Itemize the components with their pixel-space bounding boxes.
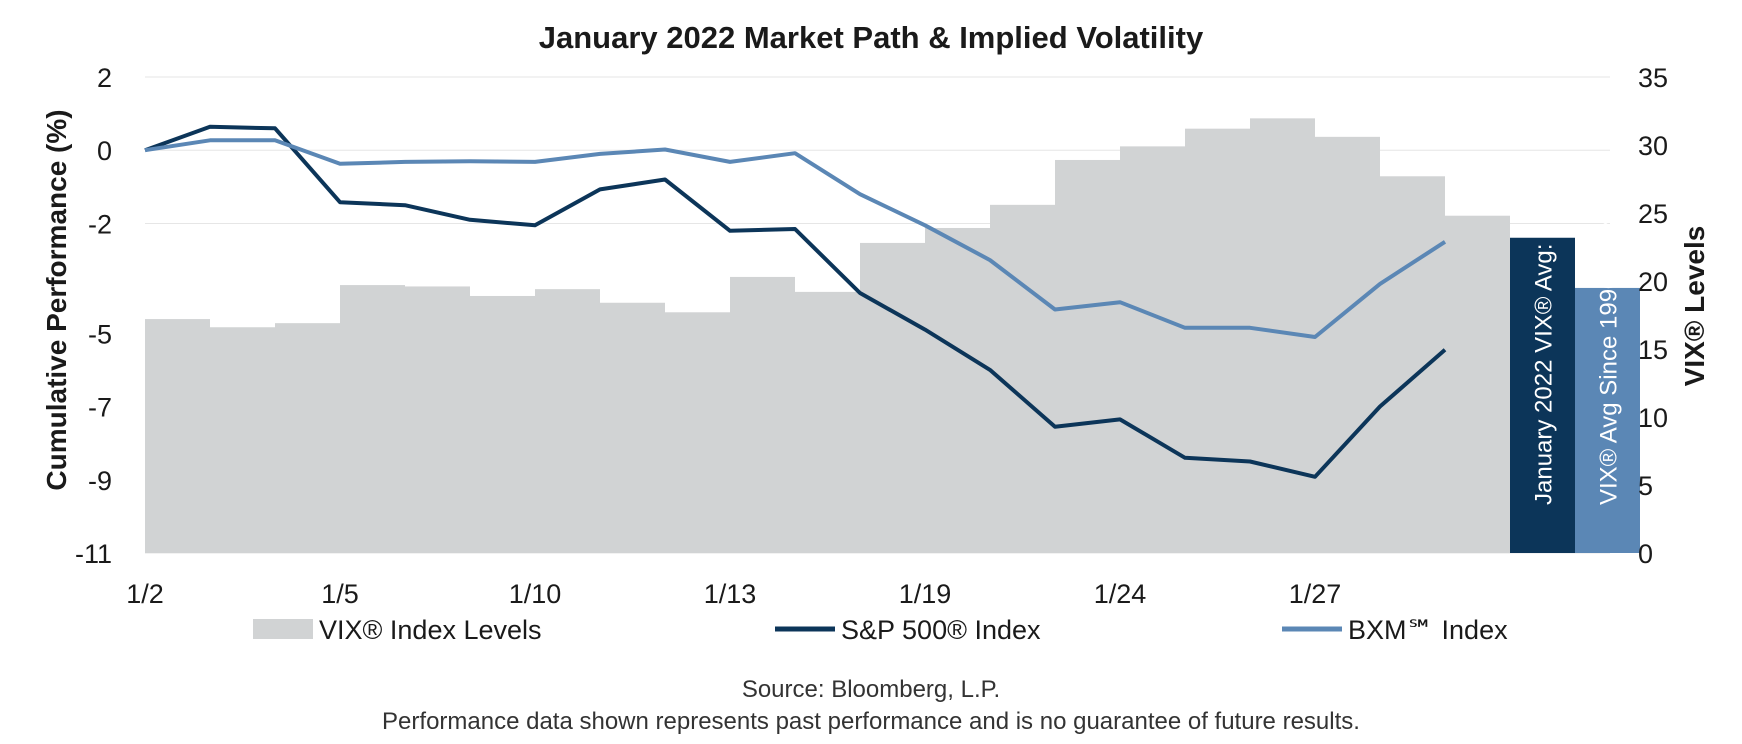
legend: VIX® Index Levels S&P 500® Index BXM℠ Inde… — [253, 615, 1508, 645]
right-tick-label: 5 — [1638, 471, 1653, 501]
vix-bar — [600, 302, 665, 553]
legend-label: BXM℠ Index — [1348, 615, 1508, 645]
right-tick-label: 0 — [1638, 539, 1653, 569]
vix-bar — [730, 276, 795, 553]
vix-bar — [145, 319, 210, 553]
vix-bar — [665, 312, 730, 553]
vix-bar — [405, 286, 470, 553]
vix-bar — [340, 285, 405, 553]
vix-bar — [1315, 136, 1380, 553]
left-tick-label: 0 — [97, 136, 112, 166]
disclaimer-note: Performance data shown represents past p… — [382, 708, 1360, 735]
series-line — [144, 138, 1447, 339]
series-line — [144, 124, 1447, 479]
x-tick-label: 1/5 — [321, 579, 359, 609]
vix-bar — [1445, 215, 1510, 553]
left-axis-label: Cumulative Performance (%) — [41, 109, 72, 490]
right-tick-label: 30 — [1638, 131, 1668, 161]
right-tick-label: 10 — [1638, 403, 1668, 433]
right-axis-ticks: 35 30 25 20 15 10 5 0 — [1638, 63, 1668, 569]
left-axis-ticks: 2 0 -2 -5 -7 -9 -11 — [75, 63, 112, 569]
x-tick-label: 1/27 — [1289, 579, 1342, 609]
vix-bar — [1185, 128, 1250, 553]
left-tick-label: -2 — [88, 209, 112, 239]
right-tick-label: 15 — [1638, 335, 1668, 365]
left-tick-label: -9 — [88, 466, 112, 496]
summary-bar — [1510, 237, 1575, 553]
legend-label: VIX® Index Levels — [319, 615, 542, 645]
vix-bar — [535, 289, 600, 553]
left-tick-label: 2 — [97, 63, 112, 93]
summary-bar-label: January 2022 VIX® Avg: 23.18 — [1531, 177, 1558, 505]
right-tick-label: 35 — [1638, 63, 1668, 93]
right-axis-label: VIX® Levels — [1679, 226, 1710, 387]
left-tick-label: -11 — [75, 539, 112, 569]
x-tick-label: 1/19 — [899, 579, 952, 609]
vix-bar — [275, 323, 340, 553]
chart-title: January 2022 Market Path & Implied Volat… — [539, 20, 1204, 55]
vix-bar — [795, 291, 860, 553]
x-tick-label: 1/24 — [1094, 579, 1147, 609]
left-tick-label: -5 — [88, 319, 112, 349]
source-note: Source: Bloomberg, L.P. — [742, 676, 1000, 703]
summary-bar — [1575, 287, 1640, 553]
vix-bar — [1380, 176, 1445, 553]
left-tick-label: -7 — [88, 393, 112, 423]
x-tick-label: 1/2 — [126, 579, 164, 609]
vix-bar — [470, 295, 535, 553]
x-axis-ticks: 1/2 1/5 1/10 1/13 1/19 1/24 1/27 — [126, 579, 1341, 609]
summary-bar-label: VIX® Avg Since 1990: 19.49 — [1596, 202, 1623, 505]
legend-label: S&P 500® Index — [841, 615, 1041, 645]
right-tick-label: 20 — [1638, 267, 1668, 297]
vix-bar — [1055, 159, 1120, 553]
vix-bar — [860, 242, 925, 554]
right-tick-label: 25 — [1638, 199, 1668, 229]
x-tick-label: 1/13 — [704, 579, 757, 609]
x-tick-label: 1/10 — [509, 579, 562, 609]
series-lines — [144, 124, 1447, 479]
vix-bar — [1120, 146, 1185, 554]
legend-swatch-bar — [253, 619, 313, 639]
vix-bar — [210, 327, 275, 553]
vix-bar — [925, 227, 990, 553]
summary-bars: January 2022 VIX® Avg: 23.18 VIX® Avg Sin… — [1510, 177, 1640, 553]
vix-bars — [145, 118, 1510, 554]
